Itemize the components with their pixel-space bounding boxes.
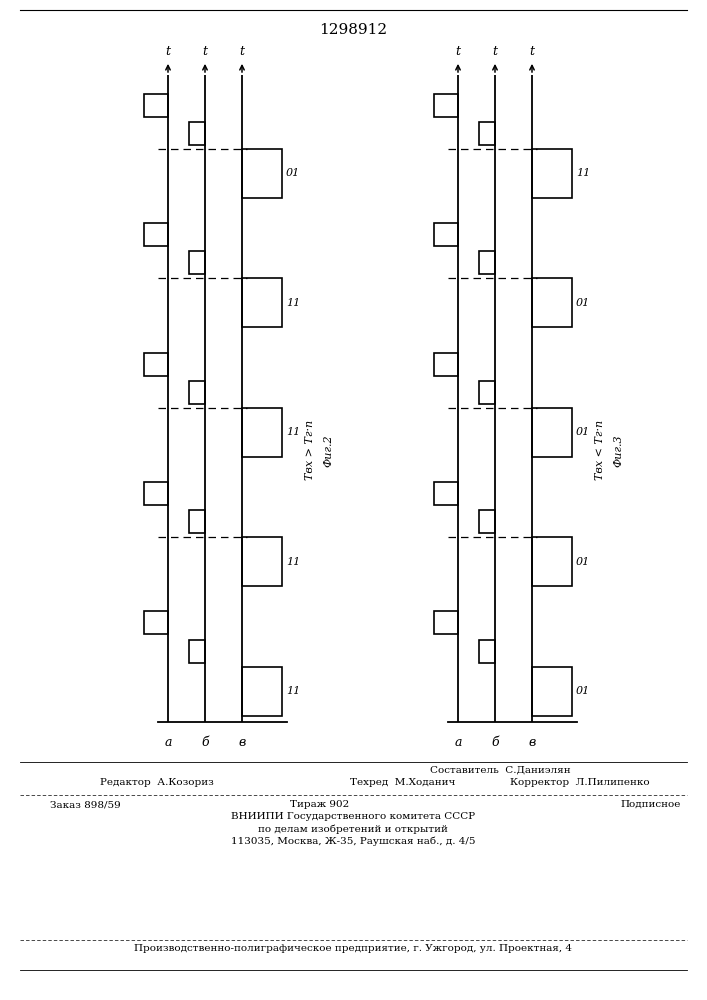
Bar xyxy=(144,353,168,376)
Text: Подписное: Подписное xyxy=(620,800,680,809)
Text: 11: 11 xyxy=(286,427,300,437)
Text: Тираж 902: Тираж 902 xyxy=(291,800,350,809)
Bar xyxy=(479,381,495,404)
Text: 01: 01 xyxy=(576,686,590,696)
Text: б: б xyxy=(201,736,209,749)
Text: по делам изобретений и открытий: по делам изобретений и открытий xyxy=(258,824,448,834)
Text: t: t xyxy=(530,45,534,58)
Bar xyxy=(189,381,205,404)
Text: Tвх < Tг·п: Tвх < Tг·п xyxy=(595,420,605,480)
Text: Tвх > Tг·п: Tвх > Tг·п xyxy=(305,420,315,480)
Text: t: t xyxy=(240,45,245,58)
Text: 01: 01 xyxy=(576,557,590,567)
Bar xyxy=(434,94,458,117)
Bar xyxy=(532,149,572,198)
Text: Производственно-полиграфическое предприятие, г. Ужгород, ул. Проектная, 4: Производственно-полиграфическое предприя… xyxy=(134,944,572,953)
Bar xyxy=(532,537,572,586)
Text: 113035, Москва, Ж-35, Раушская наб., д. 4/5: 113035, Москва, Ж-35, Раушская наб., д. … xyxy=(230,836,475,846)
Bar xyxy=(532,408,572,457)
Bar xyxy=(434,353,458,376)
Bar xyxy=(144,223,168,246)
Bar xyxy=(144,94,168,117)
Text: 11: 11 xyxy=(286,298,300,308)
Text: Техред  М.Ходанич: Техред М.Ходанич xyxy=(350,778,455,787)
Bar xyxy=(189,510,205,533)
Text: 01: 01 xyxy=(286,168,300,178)
Bar xyxy=(479,251,495,274)
Bar xyxy=(532,278,572,327)
Text: Корректор  Л.Пилипенко: Корректор Л.Пилипенко xyxy=(510,778,650,787)
Text: Заказ 898/59: Заказ 898/59 xyxy=(50,800,121,809)
Text: 1298912: 1298912 xyxy=(319,23,387,37)
Text: в: в xyxy=(238,736,245,749)
Bar xyxy=(479,510,495,533)
Bar xyxy=(242,408,282,457)
Text: Редактор  А.Козориз: Редактор А.Козориз xyxy=(100,778,214,787)
Bar xyxy=(479,640,495,663)
Text: 11: 11 xyxy=(576,168,590,178)
Text: а: а xyxy=(455,736,462,749)
Text: t: t xyxy=(202,45,207,58)
Text: ВНИИПИ Государственного комитета СССР: ВНИИПИ Государственного комитета СССР xyxy=(231,812,475,821)
Bar xyxy=(434,611,458,634)
Text: 11: 11 xyxy=(286,686,300,696)
Bar xyxy=(189,122,205,145)
Text: в: в xyxy=(528,736,536,749)
Bar xyxy=(242,278,282,327)
Text: Составитель  С.Даниэлян: Составитель С.Даниэлян xyxy=(430,766,571,775)
Bar xyxy=(144,482,168,505)
Text: t: t xyxy=(165,45,170,58)
Bar xyxy=(242,149,282,198)
Bar xyxy=(479,122,495,145)
Bar xyxy=(242,537,282,586)
Text: 11: 11 xyxy=(286,557,300,567)
Text: 01: 01 xyxy=(576,427,590,437)
Bar xyxy=(434,223,458,246)
Bar xyxy=(242,667,282,716)
Text: t: t xyxy=(493,45,498,58)
Bar xyxy=(144,611,168,634)
Bar xyxy=(189,251,205,274)
Text: t: t xyxy=(455,45,460,58)
Bar xyxy=(434,482,458,505)
Bar xyxy=(532,667,572,716)
Text: Фиг.3: Фиг.3 xyxy=(613,434,623,467)
Text: а: а xyxy=(164,736,172,749)
Bar xyxy=(189,640,205,663)
Text: 01: 01 xyxy=(576,298,590,308)
Text: Фиг.2: Фиг.2 xyxy=(323,434,333,467)
Text: б: б xyxy=(491,736,499,749)
